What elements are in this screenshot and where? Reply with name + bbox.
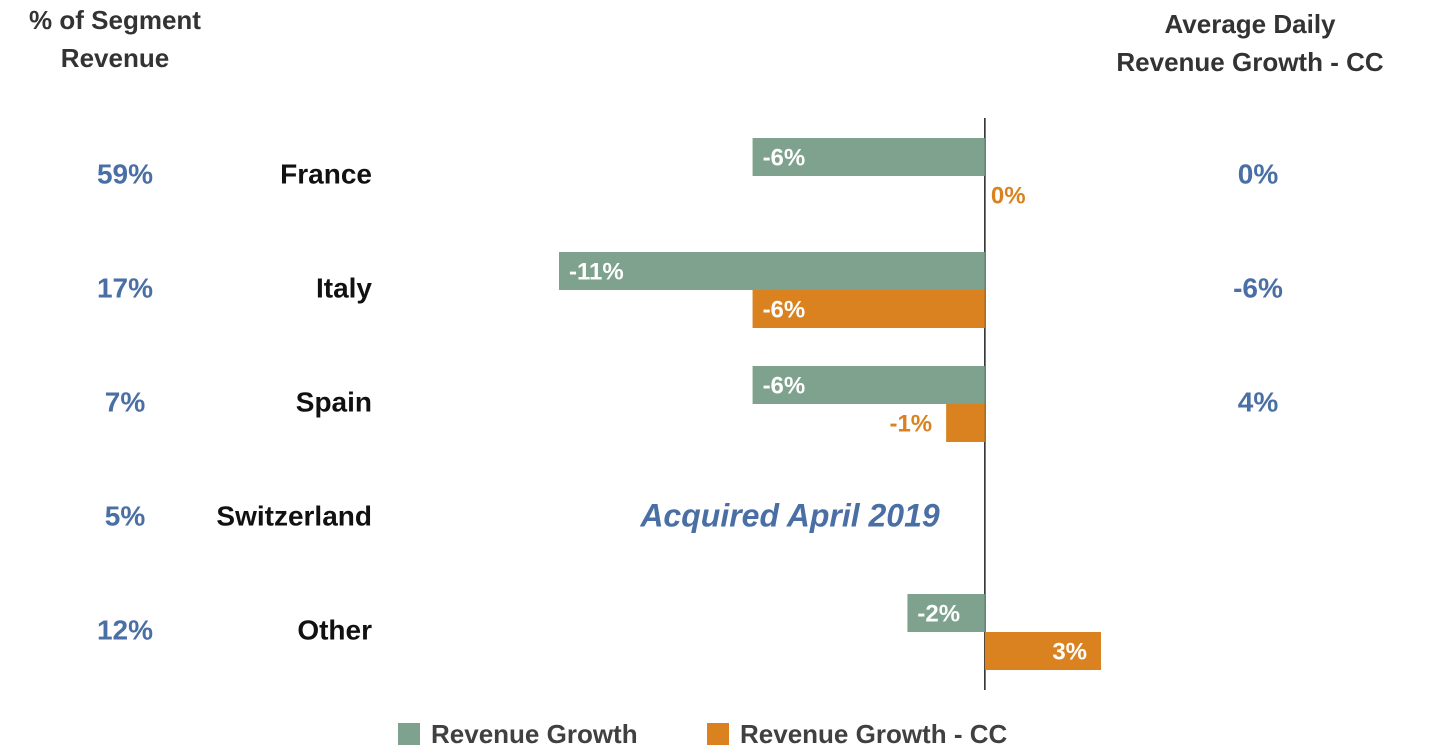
right-header: Revenue Growth - CC: [1116, 47, 1383, 77]
bar: [752, 290, 985, 328]
segment-share: 59%: [97, 158, 153, 189]
left-header: % of Segment: [29, 5, 201, 35]
data-label: 0%: [991, 182, 1026, 209]
segment-share: 17%: [97, 272, 153, 303]
category-label: France: [280, 158, 372, 189]
right-header: Average Daily: [1164, 9, 1336, 39]
bar: [907, 594, 985, 632]
data-label: -1%: [889, 410, 932, 437]
legend-swatch: [707, 723, 729, 745]
bar: [946, 404, 985, 442]
category-label: Italy: [316, 272, 372, 303]
daily-growth: 0%: [1238, 158, 1279, 189]
bar: [752, 138, 985, 176]
legend-swatch: [398, 723, 420, 745]
data-label: -2%: [917, 600, 960, 627]
data-label: -11%: [569, 258, 624, 285]
segment-share: 5%: [105, 500, 146, 531]
segment-share: 7%: [105, 386, 146, 417]
daily-growth: -6%: [1233, 272, 1283, 303]
annotation: Acquired April 2019: [639, 497, 940, 533]
legend-label: Revenue Growth - CC: [740, 719, 1007, 749]
segment-share: 12%: [97, 614, 153, 645]
category-label: Spain: [296, 386, 372, 417]
data-label: 3%: [1052, 638, 1087, 665]
legend-label: Revenue Growth: [431, 719, 638, 749]
category-label: Switzerland: [216, 500, 372, 531]
daily-growth: 4%: [1238, 386, 1279, 417]
data-label: -6%: [763, 372, 806, 399]
bar: [984, 632, 1101, 670]
bar: [752, 366, 985, 404]
data-label: -6%: [763, 296, 806, 323]
left-header: Revenue: [61, 43, 169, 73]
data-label: -6%: [763, 144, 806, 171]
category-label: Other: [297, 614, 372, 645]
bar: [559, 252, 985, 290]
